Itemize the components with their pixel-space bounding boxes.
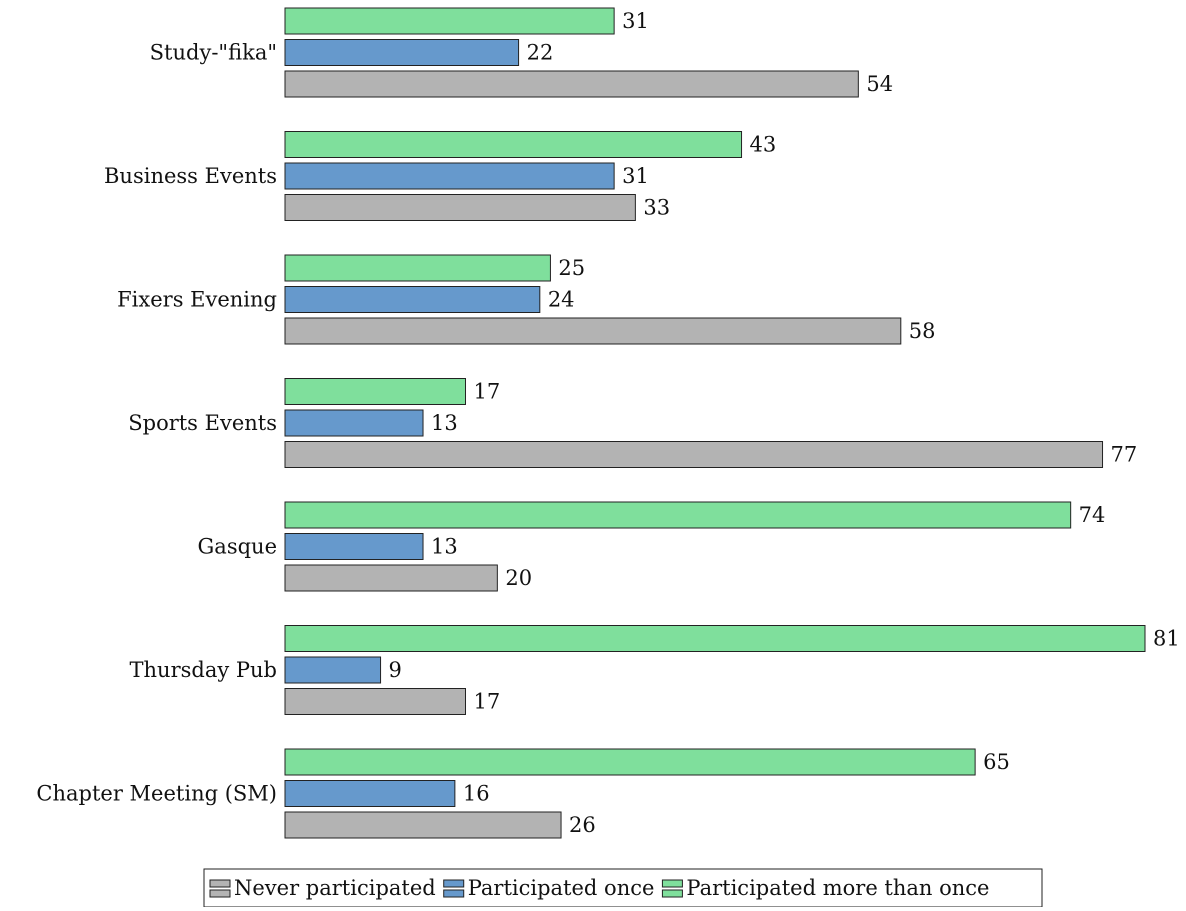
value-label-thursday-pub-participated-more-than-once: 81: [1153, 627, 1180, 651]
legend-label-participated-more-than-once: Participated more than once: [686, 876, 989, 900]
bar-fixers-evening-never-participated: [284, 317, 902, 345]
bar-fixers-evening-participated-once: [284, 286, 541, 313]
legend-swatch-bottom-never-participated: [209, 889, 231, 898]
category-label-fixers-evening: Fixers Evening: [117, 288, 277, 312]
category-label-gasque: Gasque: [198, 535, 277, 559]
value-label-chapter-meeting-sm-never-participated: 26: [569, 813, 596, 837]
value-label-study-fika-never-participated: 54: [866, 72, 893, 96]
category-label-chapter-meeting-sm: Chapter Meeting (SM): [36, 782, 277, 806]
bar-study-fika-participated-once: [284, 39, 520, 66]
bar-chapter-meeting-sm-participated-more-than-once: [284, 748, 976, 776]
value-label-sports-events-participated-more-than-once: 17: [473, 380, 500, 404]
value-label-gasque-never-participated: 20: [505, 566, 532, 590]
bar-study-fika-participated-more-than-once: [284, 7, 615, 35]
bar-fixers-evening-participated-more-than-once: [284, 254, 551, 282]
value-label-thursday-pub-never-participated: 17: [473, 690, 500, 714]
bar-business-events-participated-more-than-once: [284, 131, 743, 158]
value-label-sports-events-never-participated: 77: [1111, 443, 1138, 467]
legend-swatch-top-never-participated: [209, 879, 231, 888]
bar-chapter-meeting-sm-never-participated: [284, 811, 562, 839]
bar-gasque-participated-once: [284, 533, 424, 560]
value-label-business-events-participated-more-than-once: 43: [750, 133, 777, 157]
legend-box: [203, 868, 1043, 908]
legend-swatch-top-participated-once: [443, 879, 465, 888]
value-label-study-fika-participated-once: 22: [527, 41, 554, 65]
value-label-chapter-meeting-sm-participated-once: 16: [463, 782, 490, 806]
legend-swatch-bottom-participated-more-than-once: [661, 889, 683, 898]
legend-swatch-bottom-participated-once: [443, 889, 465, 898]
value-label-thursday-pub-participated-once: 9: [389, 658, 402, 682]
bar-sports-events-participated-once: [284, 409, 424, 437]
bar-gasque-participated-more-than-once: [284, 501, 1072, 529]
value-label-business-events-participated-once: 31: [622, 164, 649, 188]
bar-business-events-participated-once: [284, 162, 615, 190]
value-label-fixers-evening-participated-once: 24: [548, 288, 575, 312]
bar-thursday-pub-never-participated: [284, 688, 466, 715]
legend-label-participated-once: Participated once: [468, 876, 655, 900]
value-label-chapter-meeting-sm-participated-more-than-once: 65: [983, 750, 1010, 774]
value-label-sports-events-participated-once: 13: [431, 411, 458, 435]
category-label-sports-events: Sports Events: [128, 411, 277, 435]
value-label-gasque-participated-once: 13: [431, 535, 458, 559]
value-label-fixers-evening-never-participated: 58: [909, 319, 936, 343]
bar-study-fika-never-participated: [284, 70, 859, 98]
bar-business-events-never-participated: [284, 194, 636, 221]
bar-thursday-pub-participated-more-than-once: [284, 625, 1146, 652]
bar-gasque-never-participated: [284, 564, 498, 592]
value-label-gasque-participated-more-than-once: 74: [1079, 503, 1106, 527]
value-label-fixers-evening-participated-more-than-once: 25: [558, 256, 585, 280]
legend-label-never-participated: Never participated: [234, 876, 436, 900]
bar-chapter-meeting-sm-participated-once: [284, 780, 456, 807]
legend-swatch-top-participated-more-than-once: [661, 879, 683, 888]
bar-thursday-pub-participated-once: [284, 656, 382, 684]
value-label-business-events-never-participated: 33: [643, 196, 670, 220]
bar-sports-events-never-participated: [284, 441, 1104, 468]
category-label-study-fika: Study-"fika": [150, 41, 277, 65]
category-label-business-events: Business Events: [104, 164, 277, 188]
value-label-study-fika-participated-more-than-once: 31: [622, 9, 649, 33]
category-label-thursday-pub: Thursday Pub: [130, 658, 277, 682]
bar-sports-events-participated-more-than-once: [284, 378, 466, 405]
